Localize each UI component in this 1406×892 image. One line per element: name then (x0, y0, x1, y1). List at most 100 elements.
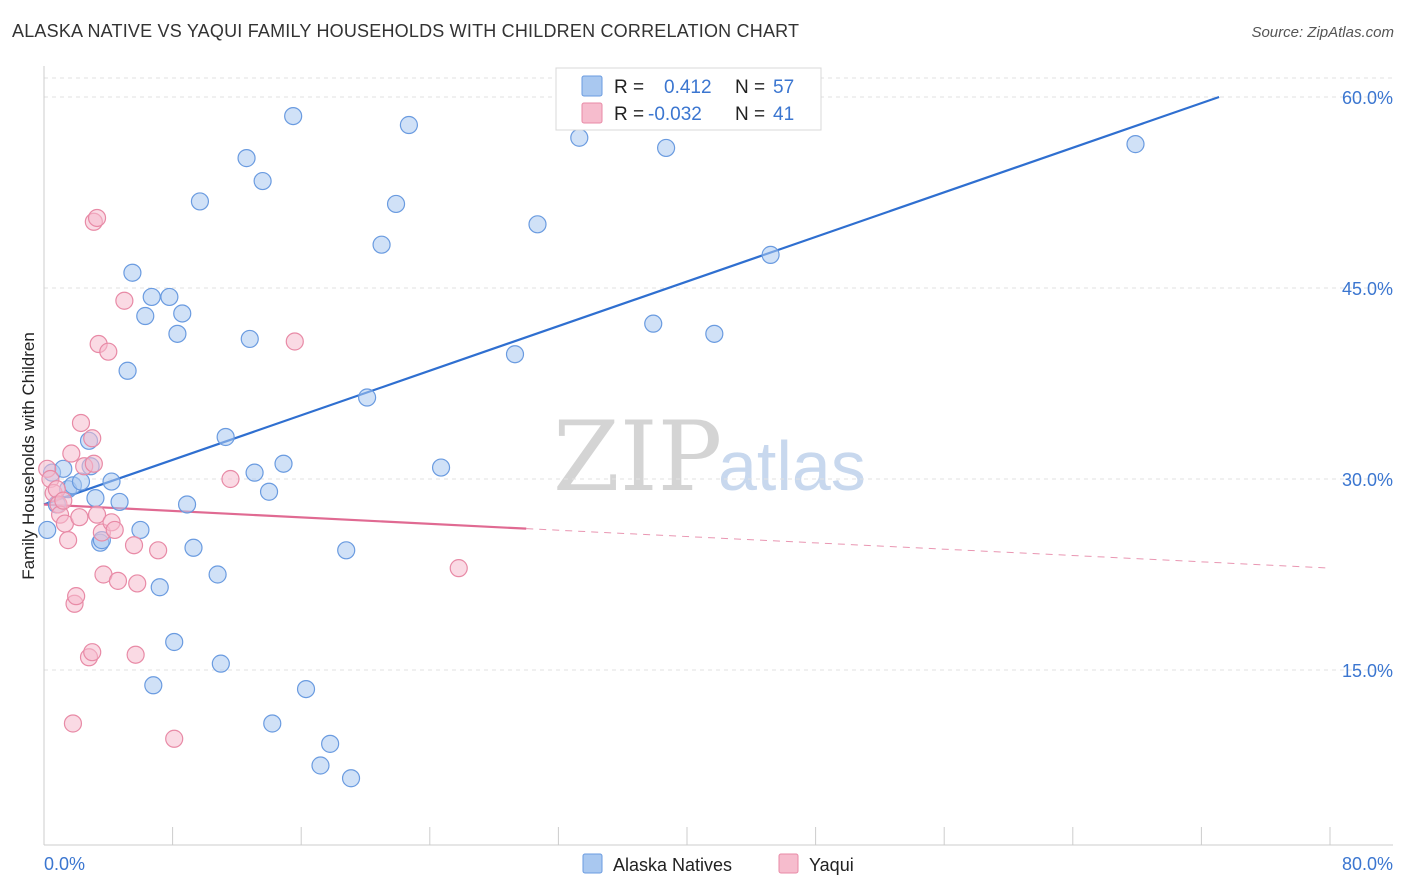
bottom-legend-label-yaqui: Yaqui (809, 855, 854, 875)
point-yaqui-36 (221, 469, 240, 489)
point-alaska-natives-33 (245, 463, 264, 482)
bottom-legend-label-alaska: Alaska Natives (613, 855, 732, 875)
bottom-legend-swatch-yaqui (778, 853, 799, 874)
point-yaqui-18 (83, 643, 102, 662)
point-yaqui-34 (149, 541, 168, 560)
y-tick-labels: 15.0% 30.0% 45.0% 60.0% (1342, 88, 1393, 681)
point-alaska-natives-36 (259, 482, 279, 501)
point-yaqui-30 (115, 291, 134, 310)
legend-n-value-yaqui: 41 (773, 104, 794, 125)
legend-r-label-alaska: R = (614, 77, 644, 98)
legend-box: R = 0.412 N = 57 R = -0.032 N = 41 (555, 67, 822, 131)
y-tick-label-45: 45.0% (1342, 279, 1393, 299)
watermark-atlas: atlas (718, 427, 866, 505)
point-alaska-natives-38 (284, 106, 303, 126)
point-alaska-natives-28 (208, 565, 227, 584)
point-alaska-natives-22 (165, 632, 184, 652)
chart-title: ALASKA NATIVE VS YAQUI FAMILY HOUSEHOLDS… (12, 21, 800, 41)
point-yaqui-31 (124, 536, 144, 555)
legend-r-value-yaqui: -0.032 (648, 104, 702, 125)
point-yaqui-26 (99, 342, 118, 361)
point-alaska-natives-20 (150, 578, 169, 597)
point-yaqui-32 (126, 645, 145, 664)
legend-r-label-yaqui: R = (614, 104, 644, 125)
point-alaska-natives-13 (110, 492, 129, 512)
point-yaqui-28 (105, 520, 124, 540)
point-alaska-natives-14 (118, 361, 137, 380)
point-alaska-natives-19 (144, 676, 163, 695)
point-yaqui-9 (62, 444, 81, 463)
legend-r-value-alaska: 0.412 (664, 77, 712, 98)
point-alaska-natives-44 (358, 388, 377, 407)
trend-line-alaska-natives (43, 95, 1220, 506)
point-yaqui-33 (128, 574, 147, 593)
point-alaska-natives-53 (657, 138, 676, 158)
point-alaska-natives-15 (123, 263, 142, 282)
x-tick-label-max: 80.0% (1342, 854, 1393, 874)
point-yaqui-8 (59, 531, 78, 550)
point-yaqui-38 (449, 559, 468, 578)
point-alaska-natives-37 (274, 454, 293, 473)
point-alaska-natives-30 (216, 427, 235, 447)
point-yaqui-6 (54, 491, 73, 510)
point-alaska-natives-40 (311, 756, 330, 775)
point-yaqui-13 (70, 508, 89, 527)
point-yaqui-37 (285, 332, 304, 351)
point-yaqui-29 (108, 571, 128, 590)
point-alaska-natives-39 (296, 679, 316, 699)
point-alaska-natives-35 (263, 714, 282, 733)
axes (43, 66, 1393, 846)
point-alaska-natives-46 (386, 194, 406, 214)
point-alaska-natives-31 (237, 149, 256, 168)
legend-swatch-alaska (581, 75, 603, 97)
point-alaska-natives-27 (190, 192, 210, 211)
point-alaska-natives-55 (761, 245, 780, 264)
legend-n-value-alaska: 57 (773, 77, 794, 98)
point-alaska-natives-56 (1126, 135, 1145, 154)
point-alaska-natives-43 (341, 769, 361, 788)
bottom-legend-swatch-alaska (582, 853, 603, 874)
point-alaska-natives-45 (372, 235, 391, 254)
point-alaska-natives-12 (102, 472, 121, 491)
point-alaska-natives-51 (570, 128, 589, 147)
legend-swatch-yaqui (581, 102, 603, 124)
point-alaska-natives-9 (86, 489, 105, 508)
point-alaska-natives-6 (71, 472, 91, 491)
y-tick-label-30: 30.0% (1342, 470, 1393, 490)
legend-n-label-yaqui: N = (735, 104, 765, 125)
point-alaska-natives-52 (644, 314, 663, 333)
y-tick-label-15: 15.0% (1342, 661, 1393, 681)
point-alaska-natives-23 (168, 324, 187, 343)
watermark-zip: ZIP (553, 401, 722, 513)
point-alaska-natives-21 (160, 287, 179, 307)
point-alaska-natives-26 (184, 538, 203, 557)
point-yaqui-17 (83, 429, 102, 448)
point-yaqui-35 (165, 729, 184, 748)
point-alaska-natives-54 (705, 324, 724, 343)
point-yaqui-14 (71, 413, 91, 433)
point-alaska-natives-17 (136, 306, 155, 326)
point-alaska-natives-29 (211, 654, 230, 673)
point-yaqui-22 (87, 208, 107, 228)
point-alaska-natives-18 (142, 287, 161, 307)
point-alaska-natives-42 (337, 541, 356, 560)
point-alaska-natives-24 (173, 304, 192, 323)
point-alaska-natives-41 (321, 734, 340, 753)
y-tick-label-60: 60.0% (1342, 88, 1393, 108)
point-alaska-natives-16 (131, 520, 150, 540)
point-alaska-natives-34 (253, 171, 272, 191)
point-alaska-natives-48 (431, 458, 451, 477)
point-alaska-natives-25 (177, 495, 197, 514)
source-label: Source: ZipAtlas.com (1251, 24, 1394, 41)
bottom-legend: Alaska Natives Yaqui (582, 853, 854, 875)
trend-line-dashed-yaqui (526, 528, 1331, 569)
point-alaska-natives-49 (505, 345, 525, 364)
point-yaqui-19 (84, 454, 103, 473)
point-yaqui-20 (87, 505, 107, 524)
legend-n-label-alaska: N = (735, 77, 765, 98)
point-alaska-natives-50 (528, 215, 547, 234)
point-yaqui-10 (63, 714, 83, 733)
point-alaska-natives-47 (399, 115, 419, 135)
point-yaqui-12 (67, 587, 86, 606)
